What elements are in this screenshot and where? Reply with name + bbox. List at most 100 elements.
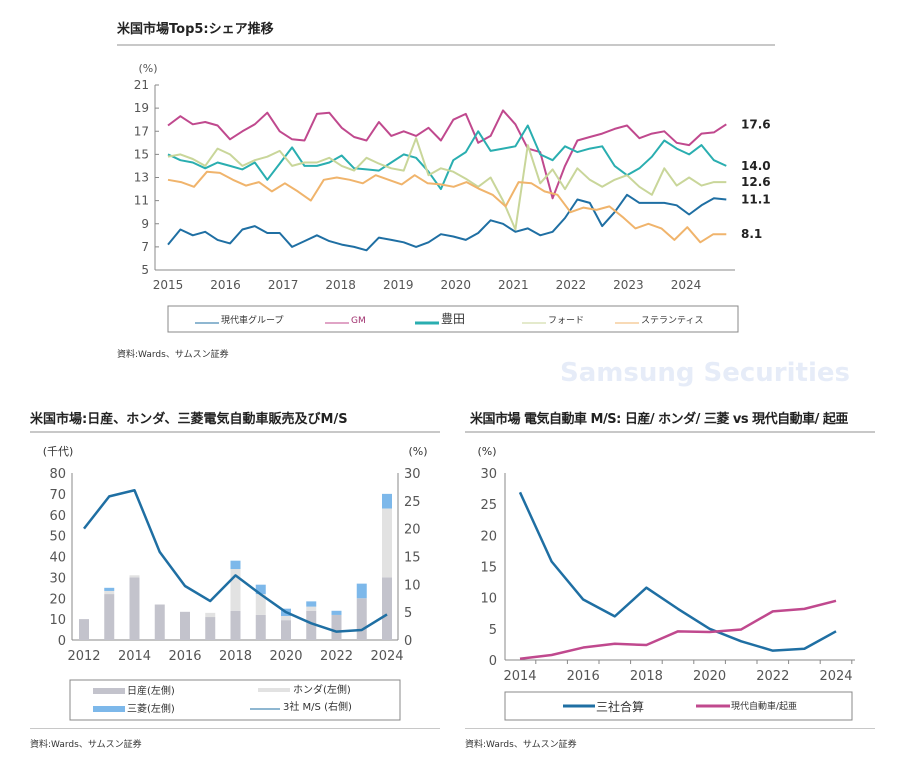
bar-日産(左側) <box>306 610 317 640</box>
bar-日産(左側) <box>382 577 392 640</box>
chart1-source: 資料:Wards、サムスン証券 <box>117 350 229 360</box>
series-line-三社合算 <box>518 491 837 652</box>
bar-ホンダ(左側) <box>382 508 392 578</box>
legend-label: ホンダ(左側) <box>293 683 351 696</box>
chart3-title: 米国市場 電気自動車 M/S: 日産/ ホンダ/ 三菱 vs 現代自動車/ 起亜 <box>470 412 848 427</box>
y-tick-label: 20 <box>480 529 497 544</box>
legend-swatch <box>258 688 290 692</box>
x-tick-label: 2024 <box>671 278 702 292</box>
bar-三菱(左側) <box>382 493 392 509</box>
x-tick-label: 2015 <box>153 278 184 292</box>
bar-ホンダ(左側) <box>306 606 317 611</box>
legend-swatch <box>93 706 125 712</box>
x-tick-label: 2020 <box>441 278 472 292</box>
left-tick-label: 20 <box>49 592 66 607</box>
bar-日産(左側) <box>180 611 190 640</box>
x-tick-label: 2018 <box>630 669 663 684</box>
chart2-title: 米国市場:日産、ホンダ、三菱電気自動車販売及びM/S <box>30 412 348 427</box>
left-tick-label: 10 <box>49 613 66 628</box>
divider <box>117 44 775 46</box>
bar-日産(左側) <box>129 577 140 640</box>
legend-label: 三菱(左側) <box>127 702 175 715</box>
bar-ホンダ(左側) <box>255 594 266 615</box>
ms-line <box>83 489 388 633</box>
legend-label: 現代車グループ <box>221 314 283 326</box>
chart2-source: 資料:Wards、サムスン証券 <box>30 740 142 750</box>
x-tick-label: 2014 <box>118 649 151 664</box>
watermark: Samsung Securities <box>560 358 850 388</box>
series-line-豊田 <box>167 124 727 191</box>
x-tick-label: 2018 <box>219 649 252 664</box>
y-tick-label: 19 <box>134 101 149 115</box>
y-tick-label: 0 <box>489 654 497 669</box>
x-tick-label: 2012 <box>67 649 100 664</box>
y-tick-label: 25 <box>480 498 497 513</box>
legend-label: フォード <box>548 316 584 326</box>
end-value-label: 11.1 <box>741 192 771 206</box>
y-tick-label: 30 <box>480 467 497 482</box>
x-tick-label: 2022 <box>756 669 789 684</box>
left-tick-label: 0 <box>58 634 66 649</box>
y-axis-label: (%) <box>138 62 157 75</box>
legend-label: ステランティス <box>641 315 703 326</box>
left-tick-label: 80 <box>49 467 66 482</box>
chart1-title: 米国市場Top5:シェア推移 <box>117 22 274 37</box>
end-value-label: 14.0 <box>741 159 771 173</box>
y-tick-label: 7 <box>141 240 149 254</box>
series-line-現代車グループ <box>167 193 727 252</box>
bar-日産(左側) <box>154 604 165 640</box>
left-tick-label: 70 <box>49 488 66 503</box>
x-tick-label: 2019 <box>383 278 414 292</box>
x-tick-label: 2024 <box>370 649 403 664</box>
divider <box>465 431 875 433</box>
x-tick-label: 2023 <box>613 278 644 292</box>
x-tick-label: 2022 <box>556 278 587 292</box>
bar-日産(左側) <box>281 620 291 640</box>
x-tick-label: 2020 <box>269 649 302 664</box>
right-tick-label: 15 <box>404 551 421 566</box>
right-tick-label: 10 <box>404 578 421 593</box>
bar-三菱(左側) <box>255 584 266 595</box>
bar-日産(左側) <box>205 617 216 640</box>
bar-ホンダ(左側) <box>230 569 241 611</box>
bar-三菱(左側) <box>104 587 115 591</box>
left-tick-label: 40 <box>49 551 66 566</box>
chart3-source: 資料:Wards、サムスン証券 <box>465 740 577 750</box>
left-tick-label: 60 <box>49 509 66 524</box>
x-tick-label: 2017 <box>268 278 299 292</box>
legend-label: 三社合算 <box>596 699 644 714</box>
series-line-ステランティス <box>167 170 727 244</box>
left-tick-label: 50 <box>49 530 66 545</box>
end-value-label: 17.6 <box>741 117 771 131</box>
end-value-label: 12.6 <box>741 175 771 189</box>
x-tick-label: 2016 <box>168 649 201 664</box>
y-tick-label: 5 <box>489 623 497 638</box>
x-tick-label: 2018 <box>325 278 356 292</box>
y-tick-label: 13 <box>134 171 149 185</box>
divider <box>30 431 440 433</box>
left-axis-label: (千代) <box>43 445 74 458</box>
legend-swatch <box>93 688 125 694</box>
bar-三菱(左側) <box>331 610 342 615</box>
bar-日産(左側) <box>255 614 266 640</box>
x-tick-label: 2016 <box>567 669 600 684</box>
legend-box <box>167 305 739 333</box>
y-tick-label: 15 <box>134 147 149 161</box>
y-tick-label: 15 <box>480 561 497 576</box>
left-tick-label: 30 <box>49 571 66 586</box>
y-tick-label: 11 <box>134 194 149 208</box>
right-tick-label: 0 <box>404 634 412 649</box>
x-tick-label: 2016 <box>210 278 241 292</box>
right-tick-label: 20 <box>404 523 421 538</box>
legend-label: 豊田 <box>441 312 465 326</box>
x-tick-label: 2024 <box>819 669 852 684</box>
right-tick-label: 25 <box>404 495 421 510</box>
bar-ホンダ(左側) <box>281 615 291 621</box>
bar-三菱(左側) <box>356 583 367 599</box>
x-tick-label: 2022 <box>320 649 353 664</box>
bar-ホンダ(左側) <box>129 575 140 578</box>
series-line-フォード <box>167 137 727 231</box>
end-value-label: 8.1 <box>741 227 762 241</box>
y-tick-label: 9 <box>141 217 149 231</box>
